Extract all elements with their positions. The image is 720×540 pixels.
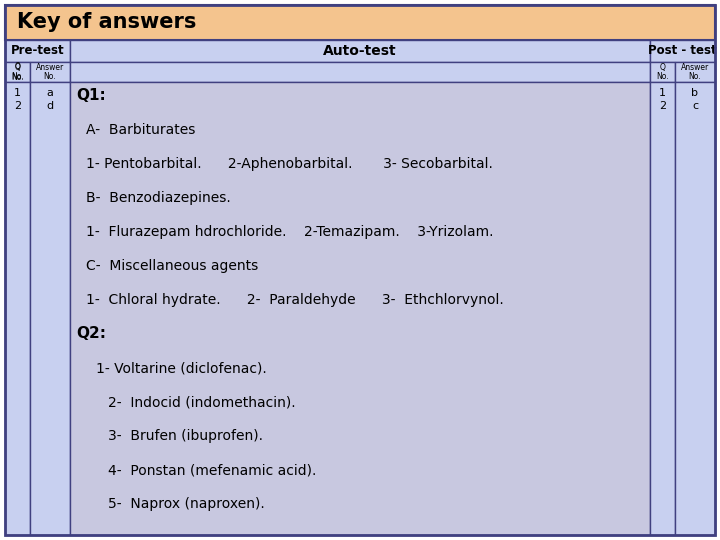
Text: Answer
No.: Answer No. bbox=[681, 63, 709, 82]
Text: Pre-test: Pre-test bbox=[11, 44, 64, 57]
Text: 1: 1 bbox=[14, 88, 21, 98]
Text: 1- Voltarine (diclofenac).: 1- Voltarine (diclofenac). bbox=[96, 361, 266, 375]
Bar bbox=[650, 62, 675, 82]
Text: Auto-test: Auto-test bbox=[323, 44, 397, 58]
Bar bbox=[5, 40, 70, 62]
Text: 2-  Indocid (indomethacin).: 2- Indocid (indomethacin). bbox=[108, 395, 296, 409]
Bar bbox=[675, 82, 715, 535]
Text: 1-  Flurazepam hdrochloride.    2-Temazipam.    3-Yrizolam.: 1- Flurazepam hdrochloride. 2-Temazipam.… bbox=[86, 225, 493, 239]
Text: 2: 2 bbox=[659, 101, 666, 111]
Text: 5-  Naprox (naproxen).: 5- Naprox (naproxen). bbox=[108, 497, 265, 511]
Bar bbox=[675, 62, 715, 82]
Text: B-  Benzodiazepines.: B- Benzodiazepines. bbox=[86, 191, 230, 205]
Text: C-  Miscellaneous agents: C- Miscellaneous agents bbox=[86, 259, 258, 273]
Bar bbox=[70, 40, 650, 62]
Text: 3-  Brufen (ibuprofen).: 3- Brufen (ibuprofen). bbox=[108, 429, 263, 443]
Text: d: d bbox=[46, 101, 53, 111]
Bar bbox=[30, 82, 70, 535]
Bar bbox=[650, 40, 715, 62]
Text: c: c bbox=[692, 101, 698, 111]
Text: a: a bbox=[47, 88, 53, 98]
Text: 1-  Chloral hydrate.      2-  Paraldehyde      3-  Ethchlorvynol.: 1- Chloral hydrate. 2- Paraldehyde 3- Et… bbox=[86, 293, 504, 307]
Text: Answer
No.: Answer No. bbox=[36, 63, 64, 82]
Text: 4-  Ponstan (mefenamic acid).: 4- Ponstan (mefenamic acid). bbox=[108, 463, 316, 477]
Text: Q1:: Q1: bbox=[76, 89, 106, 104]
Text: 1- Pentobarbital.      2-Aphenobarbital.       3- Secobarbital.: 1- Pentobarbital. 2-Aphenobarbital. 3- S… bbox=[86, 157, 493, 171]
Text: Q
No.: Q No. bbox=[12, 63, 24, 82]
Bar bbox=[5, 82, 30, 535]
Bar bbox=[5, 62, 30, 82]
Bar bbox=[650, 82, 675, 535]
Text: 2: 2 bbox=[14, 101, 21, 111]
Bar bbox=[70, 62, 650, 82]
Text: Q2:: Q2: bbox=[76, 327, 106, 341]
Bar bbox=[70, 82, 650, 535]
Text: 1: 1 bbox=[659, 88, 666, 98]
Text: Key of answers: Key of answers bbox=[17, 12, 197, 32]
Text: A-  Barbiturates: A- Barbiturates bbox=[86, 123, 195, 137]
Text: Q
No.: Q No. bbox=[656, 63, 669, 82]
Text: Q
No.: Q No. bbox=[12, 62, 24, 82]
Text: Post - test: Post - test bbox=[648, 44, 717, 57]
Bar bbox=[5, 5, 715, 40]
Bar bbox=[30, 62, 70, 82]
Text: b: b bbox=[691, 88, 698, 98]
